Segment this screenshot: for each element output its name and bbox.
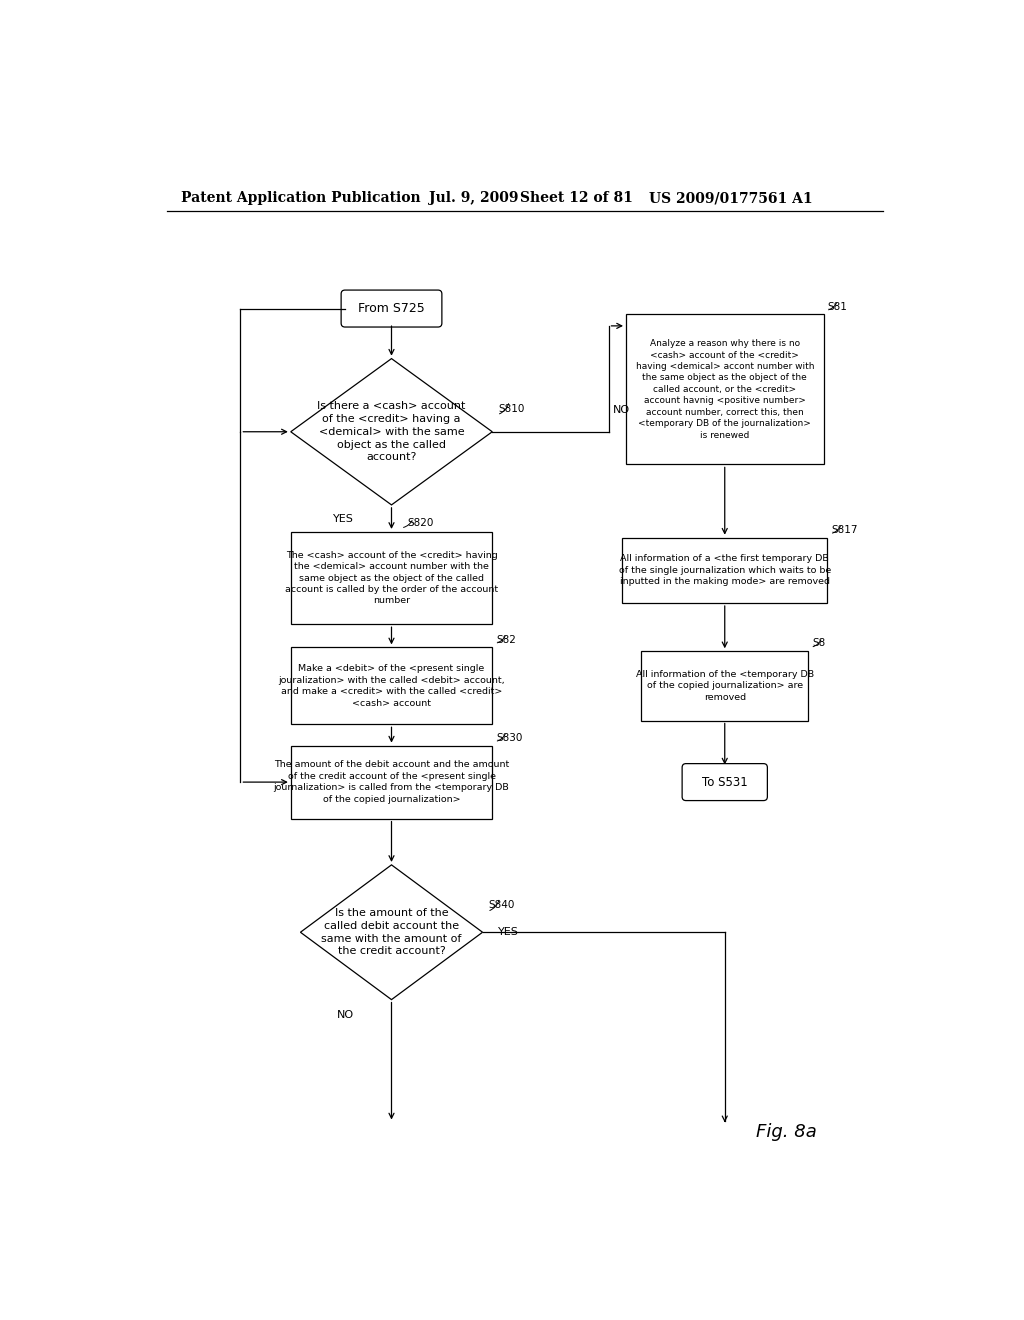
Text: Analyze a reason why there is no
<cash> account of the <credit>
having <demical>: Analyze a reason why there is no <cash> … bbox=[636, 339, 814, 440]
FancyBboxPatch shape bbox=[682, 763, 767, 800]
FancyBboxPatch shape bbox=[291, 532, 493, 624]
Text: Make a <debit> of the <present single
jouralization> with the called <debit> acc: Make a <debit> of the <present single jo… bbox=[279, 664, 505, 708]
Text: S840: S840 bbox=[488, 900, 515, 911]
FancyBboxPatch shape bbox=[622, 537, 827, 603]
Text: S81: S81 bbox=[827, 302, 847, 312]
Text: YES: YES bbox=[498, 927, 519, 937]
Text: Is the amount of the
called debit account the
same with the amount of
the credit: Is the amount of the called debit accoun… bbox=[322, 908, 462, 957]
Text: All information of the <temporary DB
of the copied journalization> are
removed: All information of the <temporary DB of … bbox=[636, 671, 814, 702]
FancyBboxPatch shape bbox=[641, 651, 808, 721]
Text: Fig. 8a: Fig. 8a bbox=[756, 1123, 816, 1142]
Text: To S531: To S531 bbox=[701, 776, 748, 788]
Text: All information of a <the first temporary DB
of the single journalization which : All information of a <the first temporar… bbox=[618, 554, 830, 586]
Text: Patent Application Publication: Patent Application Publication bbox=[180, 191, 420, 206]
Text: NO: NO bbox=[337, 1010, 354, 1020]
Text: The amount of the debit account and the amount
of the credit account of the <pre: The amount of the debit account and the … bbox=[273, 760, 509, 804]
FancyBboxPatch shape bbox=[291, 647, 493, 725]
Text: US 2009/0177561 A1: US 2009/0177561 A1 bbox=[649, 191, 812, 206]
Text: The <cash> account of the <credit> having
the <demical> account number with the
: The <cash> account of the <credit> havin… bbox=[285, 550, 498, 606]
Polygon shape bbox=[300, 865, 482, 999]
Text: Sheet 12 of 81: Sheet 12 of 81 bbox=[520, 191, 633, 206]
FancyBboxPatch shape bbox=[341, 290, 442, 327]
Text: S8: S8 bbox=[812, 639, 825, 648]
Text: YES: YES bbox=[334, 513, 354, 524]
Text: From S725: From S725 bbox=[358, 302, 425, 315]
Polygon shape bbox=[291, 359, 493, 506]
Text: Jul. 9, 2009: Jul. 9, 2009 bbox=[429, 191, 518, 206]
FancyBboxPatch shape bbox=[291, 746, 493, 818]
Text: S82: S82 bbox=[496, 635, 516, 644]
Text: S810: S810 bbox=[499, 404, 525, 413]
Text: Is there a <cash> account
of the <credit> having a
<demical> with the same
objec: Is there a <cash> account of the <credit… bbox=[317, 401, 466, 462]
Text: S830: S830 bbox=[496, 733, 522, 743]
Text: S820: S820 bbox=[407, 517, 433, 528]
FancyBboxPatch shape bbox=[626, 314, 823, 465]
Text: NO: NO bbox=[612, 405, 630, 416]
Text: S817: S817 bbox=[831, 525, 858, 535]
